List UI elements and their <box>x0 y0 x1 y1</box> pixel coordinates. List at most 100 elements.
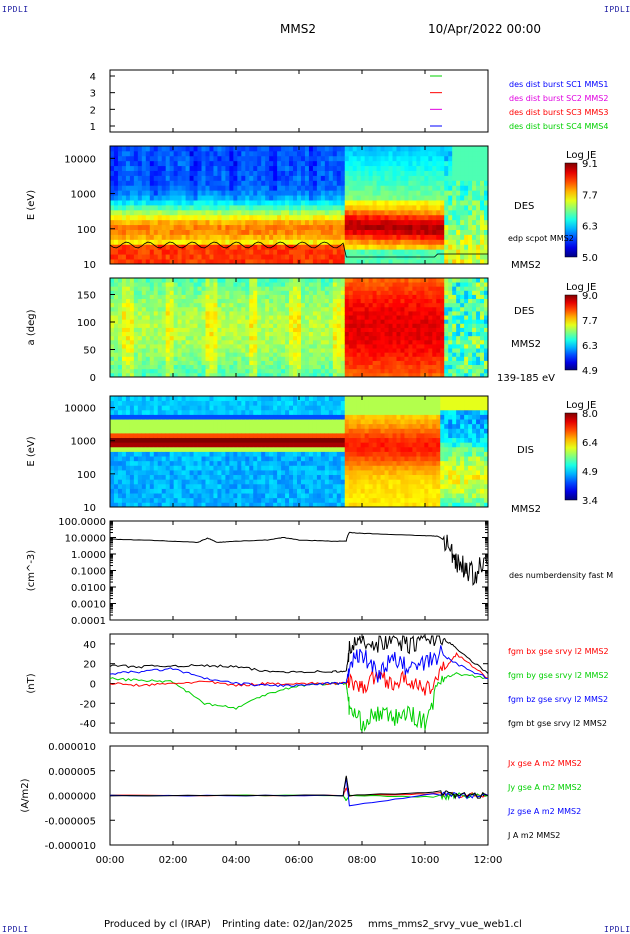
spectrogram-cell <box>233 195 238 201</box>
spectrogram-cell <box>249 234 254 240</box>
spectrogram-cell <box>432 339 437 345</box>
spectrogram-cell <box>125 348 131 353</box>
spectrogram-cell <box>173 352 179 357</box>
colorbar <box>564 162 578 258</box>
spectrogram-cell <box>404 335 409 341</box>
spectrogram-cell <box>320 319 326 324</box>
spectrogram-cell <box>173 160 179 167</box>
spectrogram-cell <box>428 286 433 291</box>
spectrogram-cell <box>396 259 401 265</box>
spectrogram-cell <box>428 356 433 361</box>
spectrogram-cell <box>308 286 314 291</box>
spectrogram-cell <box>444 302 449 308</box>
spectrogram-cell <box>428 239 433 245</box>
spectrogram-cell <box>440 146 445 152</box>
spectrogram-cell <box>464 185 469 191</box>
spectrogram-cell <box>436 356 441 361</box>
spectrogram-cell <box>368 239 374 245</box>
spectrogram-cell <box>364 315 370 320</box>
spectrogram-cell <box>121 456 127 462</box>
spectrogram-cell <box>396 224 401 230</box>
spectrogram-cell <box>197 165 202 171</box>
spectrogram-cell <box>448 209 453 216</box>
spectrogram-cell <box>444 254 449 260</box>
spectrogram-cell <box>297 155 302 162</box>
burst-legend-label: des dist burst SC2 MMS2 <box>509 94 608 103</box>
spectrogram-cell <box>125 209 131 216</box>
spectrogram-cell <box>293 224 298 230</box>
spectrogram-cell <box>340 244 346 250</box>
spectrogram-cell <box>153 474 159 480</box>
spectrogram-cell <box>233 323 238 328</box>
spectrogram-cell <box>221 254 226 260</box>
spectrogram-cell <box>261 224 266 230</box>
spectrogram-cell <box>440 209 445 216</box>
spectrogram-cell <box>249 175 254 181</box>
spectrogram-cell <box>364 323 370 328</box>
spectrogram-cell <box>185 315 190 320</box>
spectrogram-cell <box>169 254 175 260</box>
spectrogram-cell <box>297 335 302 341</box>
spectrogram-cell <box>336 282 342 287</box>
spectrogram-cell <box>444 286 449 291</box>
spectrogram-cell <box>408 352 413 357</box>
spectrogram-cell <box>468 364 473 370</box>
spectrogram-cell <box>332 146 338 152</box>
spectrogram-cell <box>153 323 159 328</box>
spectrogram-cell <box>352 165 358 171</box>
spectrogram-cell <box>312 200 318 206</box>
spectrogram-cell <box>352 360 358 366</box>
spectrogram-cell <box>181 234 186 240</box>
spectrogram-cell <box>201 302 206 308</box>
spectrogram-cell <box>141 229 147 235</box>
spectrogram-cell <box>328 259 334 265</box>
spectrogram-cell <box>157 405 163 411</box>
spectrogram-cell <box>201 254 206 260</box>
spectrogram-cell <box>117 234 123 240</box>
spectrogram-cell <box>261 278 266 283</box>
spectrogram-cell <box>129 286 135 291</box>
spectrogram-cell <box>245 219 250 226</box>
spectrogram-cell <box>316 180 322 186</box>
spectrogram-cell <box>181 319 186 324</box>
spectrogram-cell <box>113 319 119 324</box>
spectrogram-cell <box>348 249 354 255</box>
spectrogram-cell <box>269 278 274 283</box>
spectrogram-cell <box>213 185 218 191</box>
spectrogram-cell <box>225 306 230 312</box>
spectrogram-cell <box>141 146 147 152</box>
spectrogram-cell <box>129 155 135 162</box>
spectrogram-cell <box>241 290 246 295</box>
spectrogram-cell <box>360 200 366 206</box>
spectrogram-cell <box>205 360 210 366</box>
spectrogram-cell <box>209 200 214 206</box>
spectrogram-cell <box>452 339 457 345</box>
spectrogram-cell <box>213 315 218 320</box>
spectrogram-cell <box>293 185 298 191</box>
spectrogram-cell <box>165 244 171 250</box>
spectrogram-cell <box>388 244 393 250</box>
spectrogram-cell <box>157 470 163 476</box>
spectrogram-cell <box>149 327 155 333</box>
spectrogram-cell <box>460 214 465 221</box>
spectrogram-cell <box>261 282 266 287</box>
spectrogram-cell <box>297 360 302 366</box>
spectrogram-cell <box>165 286 171 291</box>
spectrogram-cell <box>133 165 139 171</box>
spectrogram-cell <box>476 195 481 201</box>
spectrogram-cell <box>360 229 366 235</box>
spectrogram-cell <box>245 356 250 361</box>
spectrogram-cell <box>181 286 186 291</box>
spectrogram-cell <box>245 339 250 345</box>
spectrogram-cell <box>173 175 179 181</box>
spectrogram-cell <box>380 344 385 349</box>
spectrogram-cell <box>249 170 254 176</box>
spectrogram-cell <box>125 451 131 457</box>
spectrogram-cell <box>245 348 250 353</box>
spectrogram-cell <box>153 488 159 494</box>
spectrogram-cell <box>113 224 119 230</box>
spectrogram-cell <box>480 331 485 337</box>
spectrogram-cell <box>356 356 362 361</box>
spectrogram-cell <box>110 282 115 287</box>
spectrogram-cell <box>308 331 314 337</box>
